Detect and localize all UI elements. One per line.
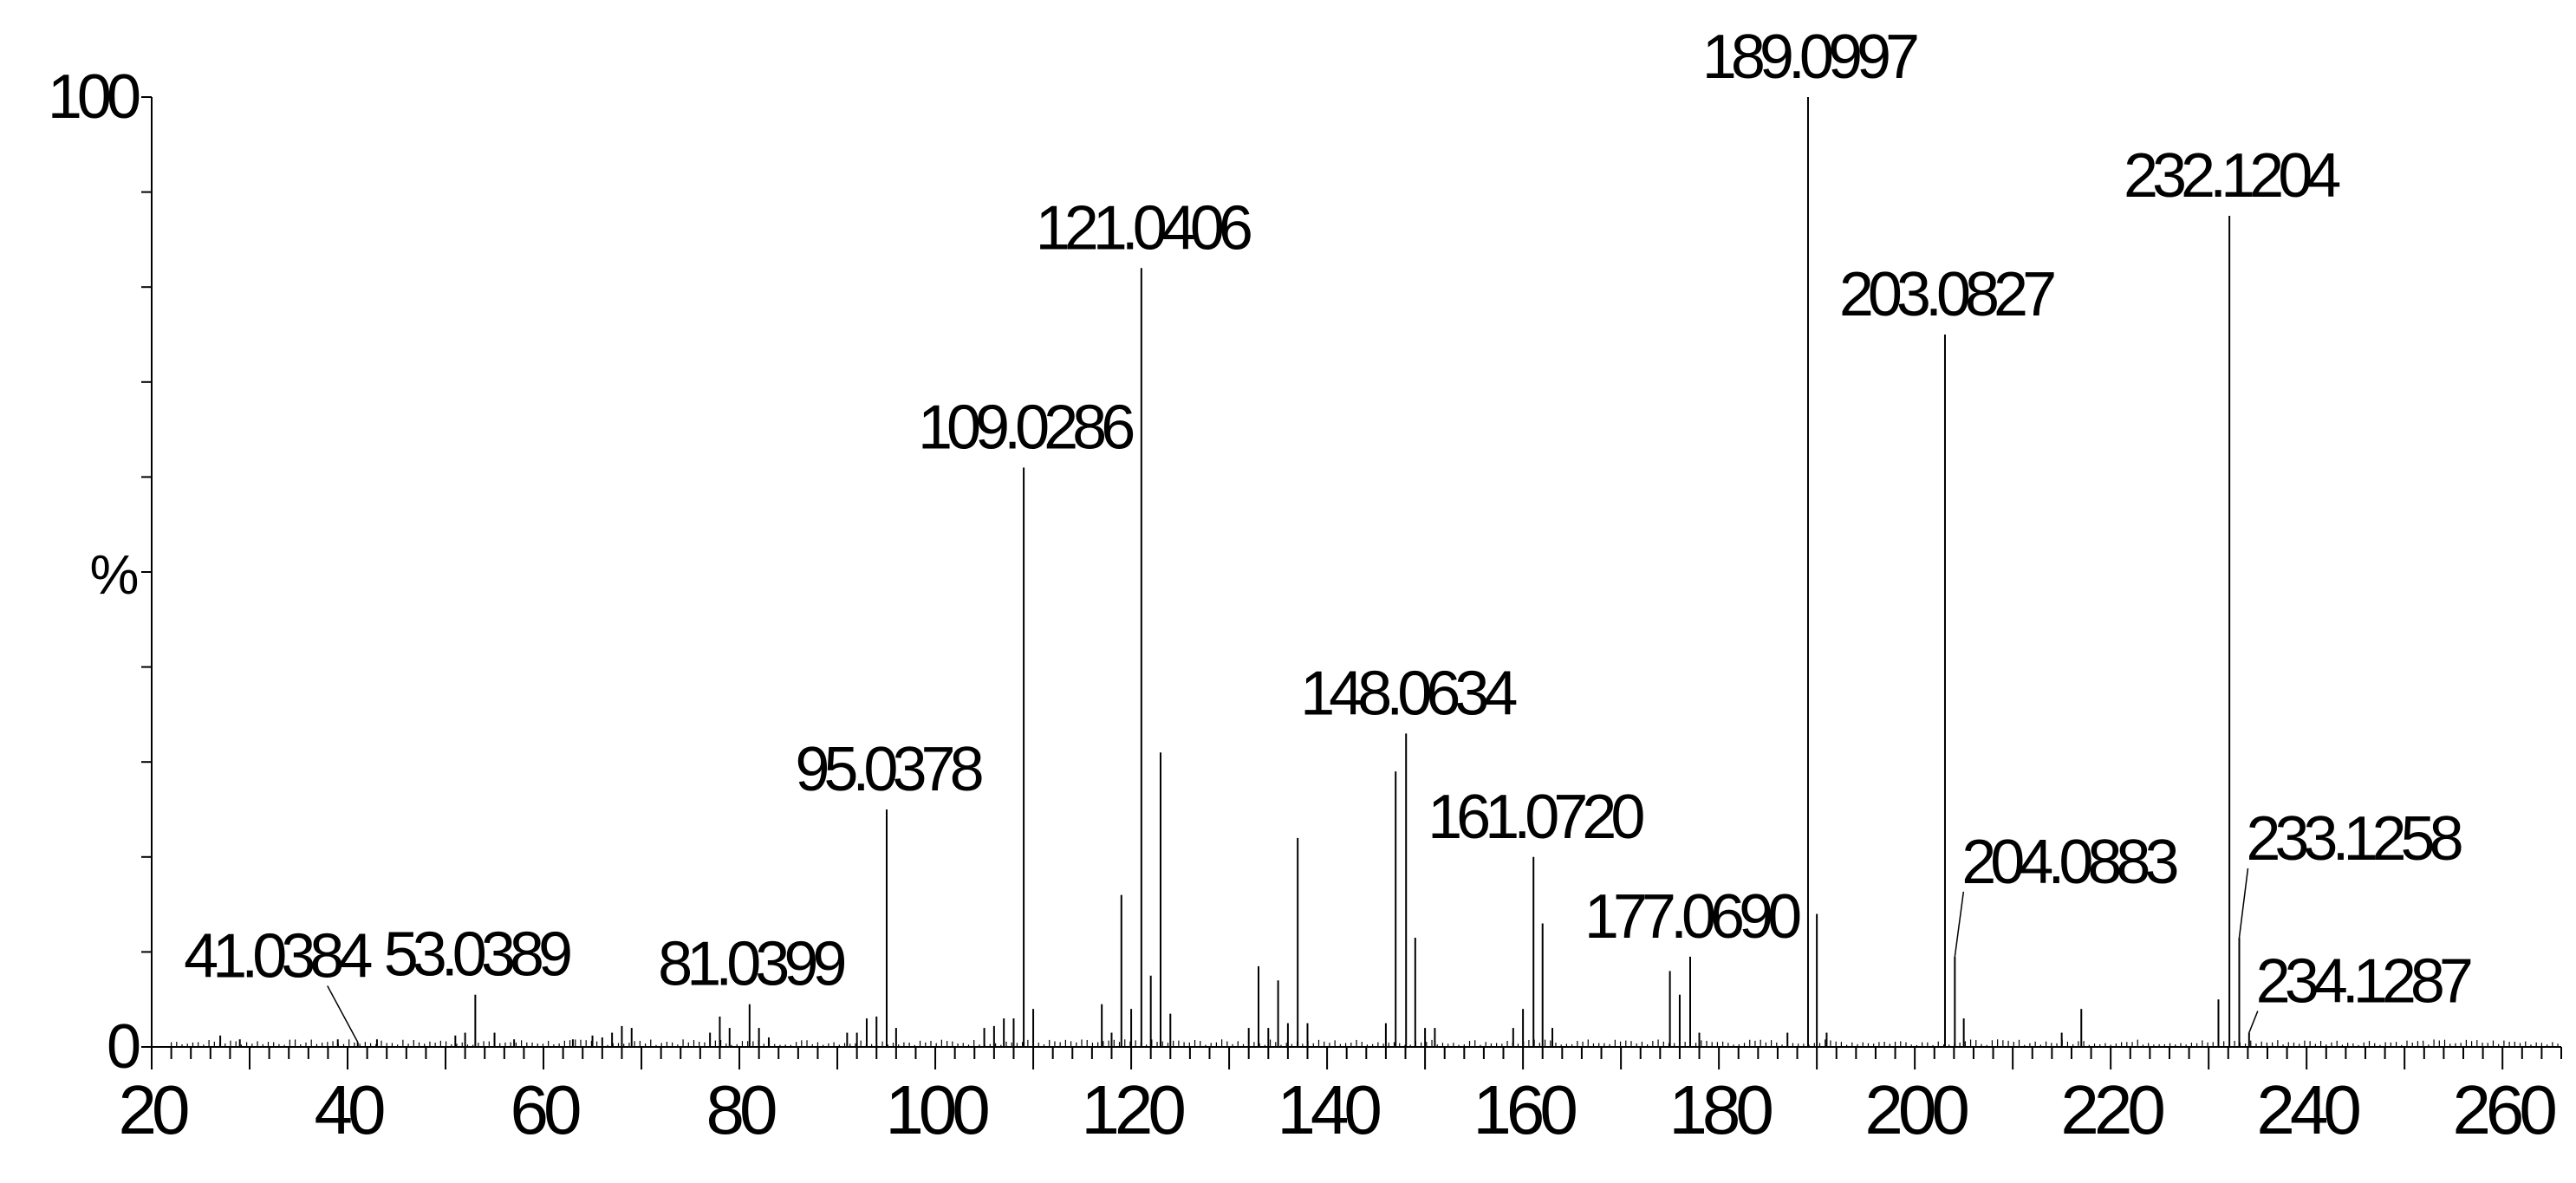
peak-label: 204.0883: [1961, 828, 2176, 897]
x-tick-label: 140: [1277, 1071, 1380, 1148]
peak-label: 233.1258: [2246, 804, 2461, 874]
peak-label: 53.0389: [384, 920, 570, 990]
peak-label: 189.0997: [1702, 23, 1917, 92]
x-tick-label: 20: [119, 1071, 188, 1148]
x-tick-label: 180: [1669, 1071, 1772, 1148]
baseline-noise: [171, 1039, 2559, 1047]
x-tick-label: 240: [2256, 1071, 2359, 1148]
peak-label: 203.0827: [1839, 260, 2054, 329]
x-tick-label: 120: [1081, 1071, 1184, 1148]
peak-label: 232.1204: [2124, 141, 2339, 211]
x-ticks-layer: 20 40 60 80 100 120 140 160 180 200 220 240 260: [119, 1047, 2562, 1148]
peak-label: 109.0286: [918, 393, 1133, 462]
peaks-layer: [219, 97, 2250, 1047]
x-tick-label: 260: [2452, 1071, 2555, 1148]
y-axis-label: %: [90, 543, 138, 606]
leader-lines-layer: [327, 868, 2259, 1043]
y-tick-label: 100: [48, 62, 140, 132]
peak-label: 161.0720: [1428, 783, 1643, 852]
x-tick-label: 220: [2060, 1071, 2163, 1148]
x-tick-label: 80: [706, 1071, 776, 1148]
leader-line: [1954, 891, 1965, 957]
peak-label: 41.0384: [184, 922, 371, 991]
peak-label: 177.0690: [1584, 882, 1800, 952]
x-tick-label: 100: [885, 1071, 988, 1148]
x-tick-label: 60: [511, 1071, 580, 1148]
y-tick-label: 0: [107, 1012, 140, 1082]
peak-labels-layer: 41.0384 53.0389 81.0399 95.0378 109.0286 121.…: [184, 23, 2477, 1017]
leader-line: [2248, 1011, 2259, 1033]
peak-label: 234.1287: [2256, 947, 2471, 1017]
peak-label: 148.0634: [1300, 659, 1516, 728]
x-tick-label: 160: [1473, 1071, 1576, 1148]
x-tick-label: 40: [315, 1071, 384, 1148]
peak-label: 95.0378: [795, 735, 981, 804]
peak-label: 81.0399: [658, 930, 844, 999]
peak-label: 121.0406: [1036, 193, 1251, 263]
x-tick-label: 200: [1864, 1071, 1968, 1148]
axes-layer: [151, 97, 2561, 1048]
leader-line: [327, 985, 359, 1043]
leader-line: [2238, 868, 2249, 939]
